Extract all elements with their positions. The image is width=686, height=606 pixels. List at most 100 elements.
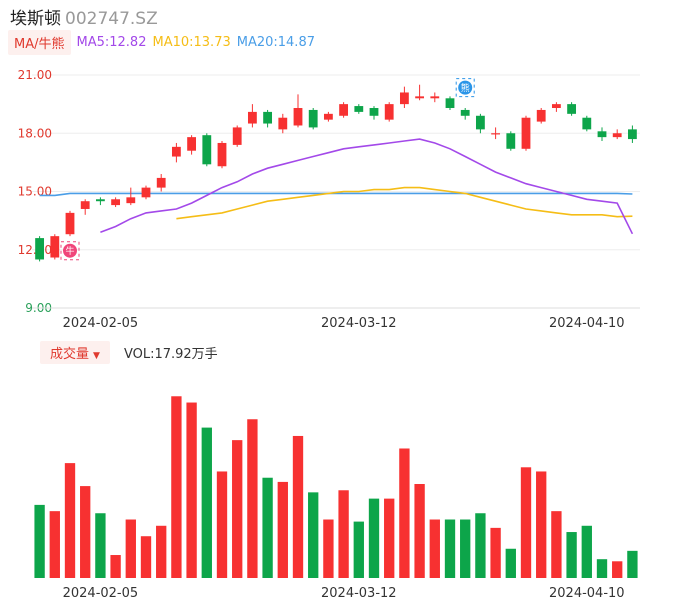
volume-bar [399,448,410,578]
stock-name: 埃斯顿 [10,9,61,29]
candle-body [536,109,546,122]
bull-marker-icon [63,243,77,258]
volume-bar [125,519,136,578]
ma20-legend: MA20:14.87 [236,34,315,50]
candle-body [627,129,637,140]
bear-marker-label: 熊 [461,82,470,94]
candle-body [95,199,105,202]
bear-marker-icon [458,80,473,95]
candle-body [339,104,349,116]
volume-bar [323,519,334,578]
candle-body [111,199,121,206]
candle-body [445,98,455,109]
volume-x-tick-label: 2024-04-10 [549,586,625,601]
candle-body [247,111,257,124]
bull-marker-frame [60,241,80,261]
stock-code: 002747.SZ [65,9,158,29]
candle-body [278,117,288,130]
volume-bar [34,504,45,578]
volume-bar [110,555,121,578]
volume-legend: 成交量 ▼ VOL:17.92万手 [40,340,218,364]
volume-bar [216,471,228,578]
volume-value: VOL:17.92万手 [123,346,218,362]
candle-body [369,108,379,116]
ma20-line [39,192,633,197]
bear-marker-frame [455,78,475,98]
stock-title: 埃斯顿 002747.SZ [10,4,158,29]
candle-body [308,109,318,128]
price-tick-label: 21.00 [18,68,52,82]
volume-bar [308,492,319,578]
volume-bar [551,511,562,578]
candle-body [156,177,166,188]
volume-bar [353,521,364,578]
volume-bar [444,519,456,578]
volume-bar [277,481,288,578]
candle-body [612,133,622,138]
candle-body [293,108,303,126]
candle-body [80,201,90,209]
bull-marker-label: 牛 [65,245,74,257]
volume-bar [475,513,486,578]
volume-bar [384,498,395,578]
volume-bar [566,532,577,578]
volume-bar [536,471,547,578]
volume-bar [80,486,91,578]
candle-body [187,137,197,151]
volume-bar [140,536,152,578]
volume-indicator-label: 成交量 [50,346,90,362]
price-tick-label: 12.00 [18,243,52,257]
candle-body [171,146,181,157]
candle-body [521,117,531,149]
price-tick-label: 15.00 [18,185,52,199]
candle-body [323,113,333,120]
volume-bar [520,467,532,578]
volume-x-tick-label: 2024-02-05 [63,586,139,601]
volume-x-tick-label: 2024-03-12 [321,586,397,601]
ma5-legend: MA5:12.82 [76,34,147,50]
dropdown-arrow-icon: ▼ [93,350,100,361]
volume-bar [338,490,349,578]
candle-body [415,96,425,99]
candle-body [50,236,60,258]
ma5-line [100,138,634,235]
volume-bar [292,435,304,578]
candle-body [491,133,501,135]
candle-body [430,96,440,99]
candle-body [35,238,45,260]
ma-bull-bear-toggle[interactable]: MA/牛熊 [8,29,71,55]
ma10-legend: MA10:13.73 [152,34,231,50]
candle-body [141,187,151,198]
volume-bar [414,484,425,578]
candle-body [263,111,273,124]
volume-bar [612,561,623,578]
volume-bar [627,550,638,578]
candle-body [232,127,242,145]
volume-bar [95,513,106,578]
candle-body [384,104,394,120]
volume-bar [581,525,592,578]
volume-indicator-select[interactable]: 成交量 ▼ [40,340,110,364]
candle-body [567,104,577,114]
volume-bar [490,527,501,578]
volume-bar [201,427,212,578]
candle-body [460,109,470,116]
volume-bar [596,559,608,578]
candle-body [354,106,364,112]
volume-bar [186,402,197,578]
price-x-tick-label: 2024-04-10 [549,316,625,331]
volume-bar [429,519,440,578]
candle-body [582,117,592,130]
candle-body [65,212,75,235]
candle-body [202,135,212,165]
price-tick-label: 18.00 [18,126,52,140]
volume-bar [64,463,76,578]
candle-body [217,142,227,167]
volume-bar [262,477,273,578]
ma-legend: MA/牛熊 MA5:12.82 MA10:13.73 MA20:14.87 [8,29,315,55]
volume-bar [49,511,60,578]
volume-bar [156,525,167,578]
ma10-line [176,186,633,220]
volume-bar [505,548,516,578]
